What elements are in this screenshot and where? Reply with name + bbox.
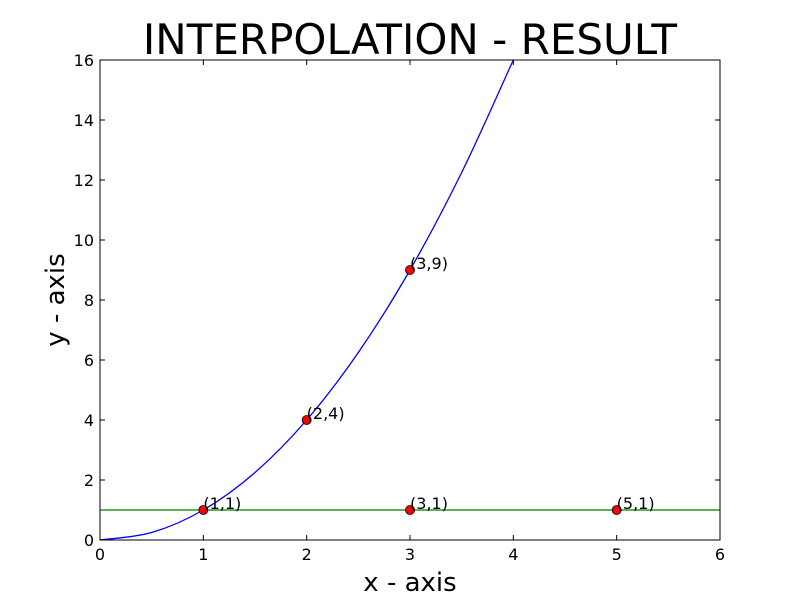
data-point-label: (1,1) (203, 494, 241, 513)
y-tick-label: 14 (74, 111, 94, 130)
data-point-label: (5,1) (617, 494, 655, 513)
y-axis-label: y - axis (41, 253, 71, 346)
data-point-label: (3,1) (410, 494, 448, 513)
y-tick-label: 8 (84, 291, 94, 310)
y-tick-label: 0 (84, 531, 94, 550)
y-tick-label: 12 (74, 171, 94, 190)
data-point-label: (2,4) (307, 404, 345, 423)
x-tick-label: 6 (715, 545, 725, 564)
data-point-label: (3,9) (410, 254, 448, 273)
x-tick-label: 2 (302, 545, 312, 564)
x-axis-label: x - axis (363, 568, 456, 598)
x-tick-label: 5 (612, 545, 622, 564)
series-line-0 (100, 60, 514, 540)
data-point (198, 505, 209, 515)
data-point (611, 505, 622, 515)
plot-frame (99, 59, 721, 541)
y-tick-label: 10 (74, 231, 94, 250)
y-tick-label: 16 (74, 51, 94, 70)
chart-title: INTERPOLATION - RESULT (143, 15, 678, 64)
data-point (405, 505, 415, 515)
data-point (301, 415, 312, 425)
x-tick-label: 0 (95, 545, 105, 564)
x-tick-label: 3 (405, 545, 415, 564)
x-tick-label: 1 (198, 545, 208, 564)
y-tick-label: 2 (84, 471, 94, 490)
plot-area: 0 1 2 3 4 5 60246810121416(1,1)(2,4)(3,9)(3,1)… (74, 51, 725, 564)
data-point (405, 265, 415, 275)
x-tick-label: 4 (508, 545, 518, 564)
y-tick-label: 4 (84, 411, 94, 430)
y-tick-label: 6 (84, 351, 94, 370)
